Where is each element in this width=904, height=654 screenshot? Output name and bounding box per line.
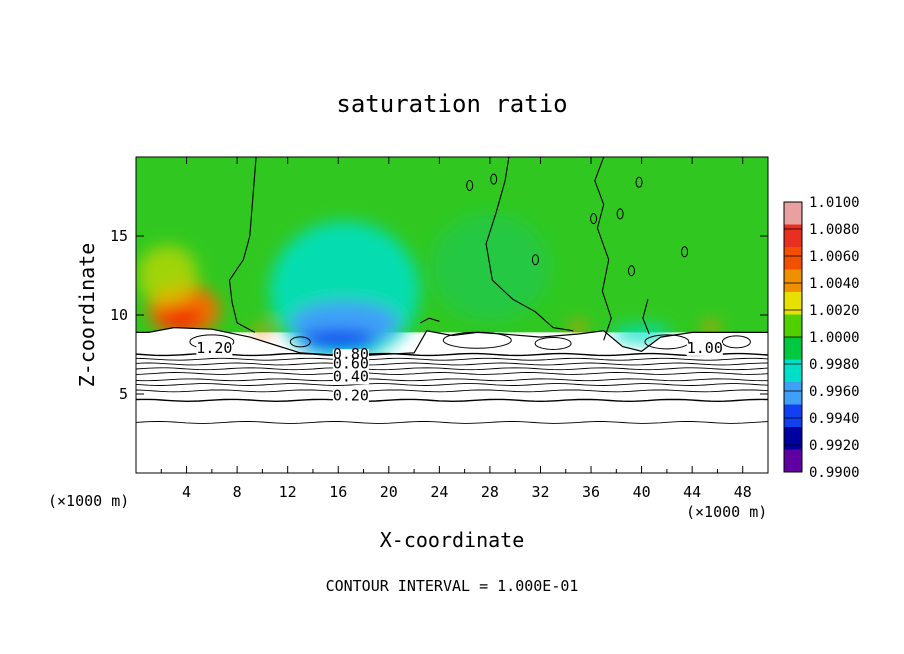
y-tick-label: 5 — [119, 385, 128, 403]
contour-label: 1.20 — [196, 339, 232, 357]
contour-level-line — [136, 383, 768, 386]
contour-label-bg — [332, 358, 369, 372]
contour-label-bg — [686, 342, 723, 356]
contour-level-line — [136, 362, 768, 366]
x-tick-label: 36 — [582, 483, 600, 501]
contour-level-line — [136, 398, 768, 403]
colorbar-label: 1.0100 — [809, 195, 860, 211]
x-tick-label: 12 — [279, 483, 297, 501]
contour-boundary — [136, 326, 768, 357]
x-axis: 4 8 12 16 20 24 28 32 36 40 44 48 — [160, 157, 752, 501]
field-warm-spot-2 — [703, 321, 720, 334]
y-axis: 5 10 15 — [110, 227, 768, 403]
contour-wavy-line — [228, 157, 257, 333]
contour-level-line — [136, 352, 768, 357]
contour-wavy-line — [420, 317, 440, 324]
contour-lines — [136, 157, 768, 424]
colorbar-swatch — [784, 359, 802, 383]
contour-small-closed — [616, 208, 624, 220]
x-unit-label-right: (×1000 m) — [686, 503, 767, 521]
contour-cloud-outline — [289, 336, 311, 348]
colorbar-swatch — [784, 314, 802, 338]
y-axis-label: Z-coordinate — [75, 243, 99, 388]
colorbar-label: 1.0020 — [809, 303, 860, 319]
contour-small-closed — [627, 265, 635, 277]
contour-level-line — [136, 357, 768, 361]
contour-small-closed — [466, 179, 474, 191]
colorbar-swatch — [784, 337, 802, 360]
contour-small-closed — [490, 173, 498, 185]
contour-wavy-line — [485, 157, 574, 332]
x-tick-label: 24 — [430, 483, 448, 501]
y-tick-label: 15 — [110, 227, 128, 245]
contour-level-line — [136, 372, 768, 375]
contour-level-line — [136, 421, 768, 424]
colorbar-swatch — [784, 404, 802, 428]
colorbar-label: 0.9960 — [809, 384, 860, 400]
x-unit-label-left: (×1000 m) — [48, 492, 129, 510]
colorbar-swatch — [784, 247, 802, 270]
x-tick-label: 32 — [531, 483, 549, 501]
field-cool-right — [611, 323, 672, 344]
colorbar-label: 0.9940 — [809, 411, 860, 427]
colorbar-swatch — [784, 224, 802, 248]
field-anomalies — [137, 212, 720, 362]
contour-cloud-outline — [644, 334, 690, 350]
colorbar-label: 0.9920 — [809, 438, 860, 454]
colorbar-swatch — [784, 292, 802, 315]
contour-interval-text: CONTOUR INTERVAL = 1.000E-01 — [326, 577, 579, 595]
x-tick-label: 40 — [633, 483, 651, 501]
colorbar-swatch — [784, 202, 802, 225]
x-tick-label: 16 — [329, 483, 347, 501]
saturation-field — [136, 157, 768, 473]
contour-wavy-line — [594, 157, 612, 341]
contour-label-bg — [332, 371, 369, 385]
contour-label-bg — [196, 342, 233, 356]
colorbar-label: 1.0040 — [809, 276, 860, 292]
colorbar-swatch — [784, 449, 802, 473]
chart-title: saturation ratio — [336, 90, 567, 118]
x-tick-label: 48 — [734, 483, 752, 501]
contour-small-closed — [635, 176, 643, 188]
x-tick-label: 8 — [233, 483, 242, 501]
x-tick-label: 20 — [380, 483, 398, 501]
x-tick-label: 44 — [683, 483, 701, 501]
y-tick-label: 10 — [110, 306, 128, 324]
x-tick-label: 28 — [481, 483, 499, 501]
field-warm-spot-1 — [570, 321, 587, 334]
contour-labels: 1.20 0.800.600.400.201.00 — [196, 339, 723, 404]
contour-label: 0.20 — [333, 386, 369, 404]
contour-small-closed — [531, 254, 539, 266]
contour-label: 1.00 — [687, 339, 723, 357]
colorbar-label: 0.9980 — [809, 357, 860, 373]
contour-label-bg — [332, 390, 369, 404]
colorbar-label: 1.0060 — [809, 249, 860, 265]
contour-label: 0.40 — [333, 367, 369, 385]
plot-area — [136, 157, 768, 473]
x-tick-label: 4 — [182, 483, 191, 501]
colorbar-swatch — [784, 269, 802, 293]
field-cool-min — [298, 330, 379, 351]
contour-cloud-outline — [721, 335, 751, 349]
colorbar: 1.0100 1.0080 1.0060 1.0040 1.0020 1.0000 0.99… — [783, 195, 860, 481]
colorbar-swatch — [784, 427, 802, 450]
contour-small-closed — [590, 213, 598, 225]
contour-cloud-outline — [442, 331, 512, 349]
colorbar-label: 0.9900 — [809, 465, 860, 481]
field-yellow-anomaly — [137, 245, 198, 306]
contour-level-line — [136, 378, 768, 382]
colorbar-swatch — [784, 382, 802, 405]
contour-cloud-outline — [534, 336, 572, 350]
contour-level-line — [136, 367, 768, 371]
contour-label: 0.60 — [333, 355, 369, 373]
colorbar-label: 1.0000 — [809, 330, 860, 346]
field-warm-core — [158, 306, 203, 331]
contour-wavy-line — [642, 299, 650, 335]
contour-small-closed — [681, 246, 689, 258]
contour-level-line — [136, 389, 768, 393]
field-warm-spot-3 — [252, 325, 273, 336]
colorbar-label: 1.0080 — [809, 222, 860, 238]
x-axis-label: X-coordinate — [380, 528, 525, 552]
